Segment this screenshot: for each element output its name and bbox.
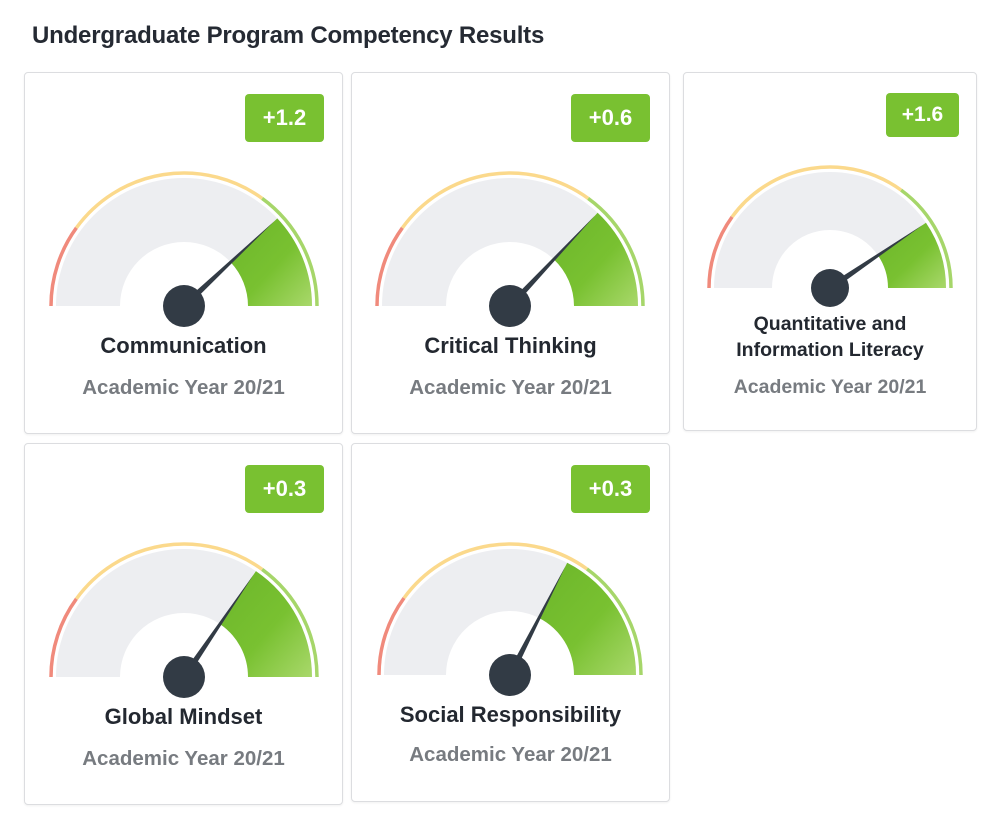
competency-name: Social Responsibility <box>399 702 622 727</box>
gauge-rim-high <box>261 567 319 678</box>
change-badge: +0.3 <box>571 465 650 513</box>
gauge-chart <box>49 171 319 327</box>
competency-name-line-1: Quantitative and <box>753 313 907 335</box>
gauge-chart <box>375 171 645 327</box>
competency-card-social-responsibility[interactable]: +0.3 Social Responsibility Academic Year… <box>351 443 670 802</box>
competency-card-global-mindset[interactable]: +0.3 Global Mindset Academic Year 20/21 <box>24 443 343 805</box>
gauge-rim-high <box>587 196 645 307</box>
gauge-rim-low <box>377 596 406 676</box>
gauge-rim-mid <box>74 171 264 229</box>
gauge-needle-hub <box>163 656 205 698</box>
academic-year: Academic Year 20/21 <box>82 376 285 399</box>
gauge-rim-mid <box>74 542 264 600</box>
gauge-value-fill <box>877 222 946 288</box>
gauge-rim-low <box>49 226 78 307</box>
competency-card-communication[interactable]: +1.2 Communication Academic Year 20/21 <box>24 72 343 434</box>
page-title: Undergraduate Program Competency Results <box>32 22 545 49</box>
change-badge: +0.3 <box>245 465 324 513</box>
gauge-needle <box>181 221 275 309</box>
competency-name: Critical Thinking <box>424 333 597 358</box>
gauge-value-fill <box>539 562 636 675</box>
change-badge: +1.6 <box>886 93 959 137</box>
gauge-rim-low <box>375 226 404 307</box>
gauge-rim-low <box>707 215 734 289</box>
competency-card-critical-thinking[interactable]: +0.6 Critical Thinking Academic Year 20/… <box>351 72 670 434</box>
gauge-rim-low <box>49 597 78 678</box>
gauge-needle-hub <box>489 285 531 327</box>
gauge-needle-hub <box>811 269 849 307</box>
change-badge: +1.2 <box>245 94 324 142</box>
gauge-value-fill <box>553 212 638 306</box>
gauge-needle <box>828 225 923 291</box>
gauge-rim-high <box>900 188 953 289</box>
gauge-value-fill <box>219 571 312 677</box>
gauge-rim-high <box>261 196 319 307</box>
gauge-rim-mid <box>402 542 589 600</box>
gauge-needle <box>507 566 566 677</box>
gauge-rim-high <box>585 567 643 676</box>
gauge-rim-mid <box>400 171 590 229</box>
gauge-needle <box>507 215 595 309</box>
gauge-chart <box>49 542 319 698</box>
gauge-needle-hub <box>489 654 531 696</box>
gauge-rim-mid <box>730 165 903 218</box>
gauge-chart <box>377 542 643 696</box>
academic-year: Academic Year 20/21 <box>733 376 927 398</box>
gauge-value-fill <box>230 218 312 306</box>
gauge-needle-hub <box>163 285 205 327</box>
competency-name: Global Mindset <box>104 704 263 729</box>
competency-name-line-2: Information Literacy <box>736 339 924 361</box>
change-badge: +0.6 <box>571 94 650 142</box>
academic-year: Academic Year 20/21 <box>409 376 612 399</box>
competency-name: Communication <box>100 333 267 358</box>
competency-card-quantitative-literacy[interactable]: +1.6 Quantitative and Information Litera… <box>683 72 977 431</box>
gauge-needle <box>181 574 254 679</box>
gauge-chart <box>707 165 953 307</box>
academic-year: Academic Year 20/21 <box>409 743 612 766</box>
academic-year: Academic Year 20/21 <box>82 747 285 770</box>
